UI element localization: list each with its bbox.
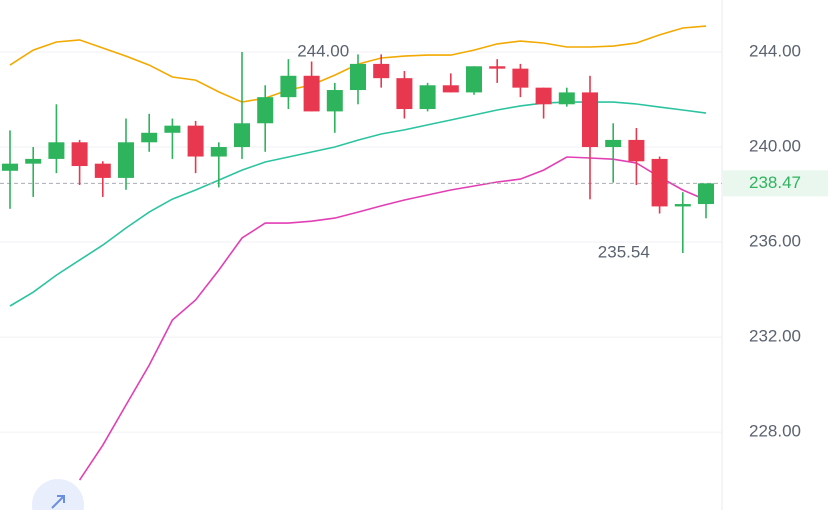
candle-body (164, 125, 181, 133)
candle-body (25, 158, 42, 164)
candle-body (94, 163, 111, 178)
candle-body (396, 78, 413, 110)
candle-body (674, 204, 691, 207)
price-annotation: 244.00 (297, 42, 349, 61)
last-price-label: 238.47 (749, 173, 801, 192)
candle-body (48, 142, 65, 159)
y-tick-label: 244.00 (749, 42, 801, 61)
candle-body (651, 158, 668, 207)
candle-body (605, 139, 622, 148)
trend-icon (51, 495, 65, 509)
candle-body (582, 92, 598, 148)
candle-body (280, 75, 297, 98)
trend-button[interactable] (32, 479, 84, 510)
candle-body (141, 132, 158, 143)
candle-body (373, 63, 390, 79)
y-tick-label: 236.00 (749, 232, 801, 251)
price-annotation: 235.54 (598, 242, 650, 261)
candle-body (210, 147, 227, 157)
candle-body (257, 97, 274, 124)
y-tick-label: 240.00 (749, 137, 801, 156)
indicator-line (78, 156, 707, 481)
indicator-line (9, 101, 707, 307)
candle-body (187, 125, 204, 157)
candle-body (442, 85, 459, 93)
y-tick-label: 232.00 (749, 327, 801, 346)
candle-body (512, 68, 529, 88)
candle-body (535, 87, 552, 105)
y-tick-label: 228.00 (749, 422, 801, 441)
candle-body (698, 183, 714, 205)
candle-body (489, 66, 506, 69)
last-price-badge (723, 170, 828, 197)
candle-body (419, 85, 436, 110)
trend-button-bg (32, 479, 84, 510)
candle-body (558, 92, 575, 105)
candle-body (350, 63, 366, 91)
candle-body (71, 142, 88, 167)
candle-body (118, 142, 134, 178)
candle-body (234, 123, 250, 148)
candle-body (628, 139, 645, 162)
candle-body (2, 163, 18, 171)
candle-body (303, 75, 320, 112)
candle-body (466, 66, 482, 93)
candle-body (326, 90, 343, 112)
